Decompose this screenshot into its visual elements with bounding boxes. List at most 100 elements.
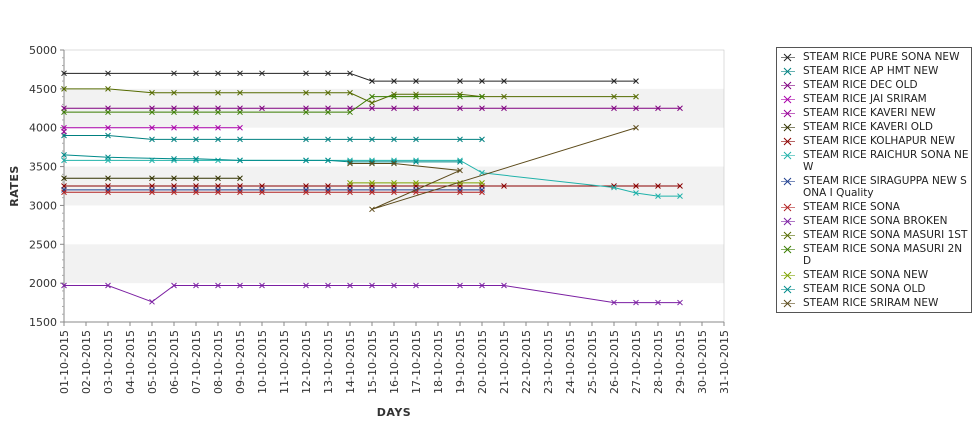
data-point [347,189,353,196]
series-line [64,134,482,140]
y-tick-label: 2000 [29,277,57,290]
data-point-stroke [347,109,353,116]
data-point [479,136,485,143]
data-point-stroke [61,152,67,158]
data-point [149,136,155,143]
series-2 [61,132,485,143]
legend-label: STEAM RICE DEC OLD [803,79,918,91]
data-point-stroke [391,78,397,84]
data-point [325,70,331,77]
data-point-stroke [171,187,177,193]
data-point-stroke [457,93,463,100]
data-point-stroke [347,180,353,186]
data-point [369,180,375,186]
data-point [325,189,331,196]
data-point-stroke [413,78,419,84]
data-point-stroke [61,109,67,116]
data-point-stroke [391,136,397,143]
data-point-stroke [237,189,243,196]
data-point-stroke [325,109,331,116]
data-point-stroke [237,282,243,289]
data-point-stroke [369,105,375,112]
data-point-stroke [149,189,155,196]
data-point [457,187,463,193]
data-point-stroke [105,189,111,196]
data-point [149,175,155,182]
data-point-stroke [171,89,177,96]
y-tick-label: 4000 [29,122,57,135]
data-point-stroke [655,193,661,199]
data-point-stroke [501,282,507,289]
data-point [391,93,397,100]
data-point [303,136,309,143]
legend-item: STEAM RICE KAVERI OLD [777,120,969,134]
data-point-stroke [149,89,155,96]
data-point [61,175,67,182]
data-point-stroke [369,136,375,143]
data-point [325,109,331,116]
data-point-stroke [325,282,331,289]
data-point [215,124,221,131]
data-point [61,109,67,116]
series-4 [61,124,243,131]
data-point-stroke [303,157,309,164]
series-1 [61,70,639,84]
data-point-stroke [677,193,683,199]
data-point [149,187,155,193]
data-point [303,189,309,196]
x-tick-label: 22-10-2015 [520,330,533,394]
data-point-stroke [237,124,243,131]
data-point-stroke [457,189,463,196]
data-point [105,109,111,116]
legend-item: STEAM RICE SONA BROKEN [777,214,969,228]
data-point-stroke [633,93,639,100]
data-point [347,109,353,116]
data-point [347,136,353,143]
data-point-stroke [193,282,199,289]
data-point [457,282,463,289]
data-point-stroke [677,183,683,189]
data-point [61,282,67,289]
grid-band [64,244,724,284]
x-tick-label: 11-10-2015 [278,330,291,394]
data-point-stroke [303,136,309,143]
data-point [61,128,67,135]
data-point-stroke [237,109,243,116]
data-point [391,189,397,196]
data-point [457,189,463,196]
x-tick-label: 20-10-2015 [476,330,489,394]
data-point [369,78,375,84]
y-tick-label: 4500 [29,83,57,96]
data-point [369,206,375,213]
data-point [215,189,221,196]
legend-item: STEAM RICE SONA NEW [777,268,969,282]
data-point-stroke [171,136,177,143]
data-point [677,299,683,306]
legend-label: STEAM RICE SONA OLD [803,283,926,295]
data-point [215,70,221,77]
data-point-stroke [611,299,617,306]
y-tick-label: 2500 [29,238,57,251]
data-point-stroke [61,187,67,193]
data-point [303,89,309,96]
data-point-stroke [193,155,199,162]
legend-label: STEAM RICE SONA MASURI 2ND [803,243,963,267]
legend-marker-icon [781,229,795,242]
series-14 [347,180,485,186]
data-point [105,132,111,139]
legend-marker-icon [781,107,795,120]
data-point [479,282,485,289]
data-point [303,109,309,116]
data-point [655,183,661,189]
data-point [303,157,309,164]
x-tick-label: 12-10-2015 [300,330,313,394]
data-point [259,189,265,196]
data-point-stroke [369,206,375,213]
legend-item: STEAM RICE SRIRAM NEW [777,296,969,310]
data-point [413,282,419,289]
legend-label: STEAM RICE SRIRAM NEW [803,297,939,309]
data-point [193,70,199,77]
data-point [479,187,485,193]
data-point-stroke [479,282,485,289]
data-point-stroke [325,157,331,164]
